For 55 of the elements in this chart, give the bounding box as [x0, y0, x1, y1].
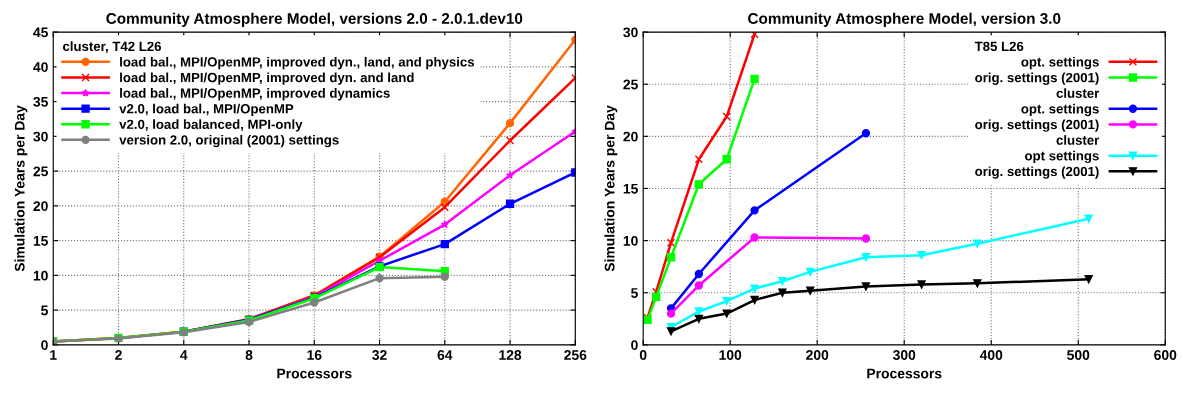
- chart-title: Community Atmosphere Model, versions 2.0 - 2.0.1.dev10: [106, 12, 523, 27]
- y-tick-label: 25: [33, 166, 48, 177]
- x-tick-label: 16: [307, 350, 322, 360]
- legend-label: orig. settings (2001): [975, 166, 1099, 179]
- x-tick-label: 128: [499, 350, 522, 360]
- legend-label: load bal., MPI/OpenMP, improved dyn., land, and physics: [120, 56, 475, 70]
- y-tick-label: 0: [41, 340, 48, 351]
- legend-label: orig. settings (2001): [975, 119, 1099, 132]
- x-tick-label: 2: [115, 350, 122, 360]
- x-tick-label: 500: [1067, 350, 1090, 360]
- y-tick-label: 10: [33, 270, 48, 281]
- legend-label: version 2.0, original (2001) settings: [119, 134, 339, 148]
- y-tick-label: 30: [33, 131, 48, 142]
- y-tick-label: 15: [33, 236, 48, 246]
- legend-title: cluster, T42 L26: [62, 41, 162, 53]
- legend-title: T85 L26: [974, 41, 1024, 52]
- y-axis-title: Simulation Years per Day: [14, 105, 28, 272]
- y-tick-label: 20: [33, 201, 48, 212]
- x-tick-label: 100: [719, 350, 742, 360]
- legend-label: opt. settings: [1021, 103, 1099, 117]
- x-tick-label: 200: [806, 350, 829, 360]
- x-tick-label: 4: [180, 350, 188, 360]
- y-tick-label: 25: [623, 79, 638, 90]
- x-tick-label: 8: [245, 350, 253, 360]
- y-tick-label: 20: [623, 131, 638, 142]
- y-tick-label: 40: [33, 62, 48, 72]
- x-tick-label: 64: [437, 350, 453, 360]
- y-tick-label: 5: [41, 305, 48, 316]
- chart-title: Community Atmosphere Model, version 3.0: [748, 12, 1061, 27]
- text: cluster: [1056, 88, 1100, 98]
- legend-label: load bal., MPI/OpenMP, improved dynamics: [120, 88, 390, 101]
- legend-label: v2.0, load balanced, MPI-only: [119, 119, 303, 132]
- x-axis-title: Processors: [867, 368, 942, 379]
- legend-label: opt settings: [1025, 150, 1099, 164]
- legend-label: load bal., MPI/OpenMP, improved dyn. and land: [120, 72, 414, 85]
- legend-label: v2.0, load bal., MPI/OpenMP: [119, 103, 294, 117]
- x-tick-label: 0: [639, 350, 647, 360]
- y-tick-label: 45: [33, 27, 48, 38]
- x-axis-title: Processors: [277, 368, 352, 379]
- y-tick-label: 0: [631, 340, 638, 351]
- y-tick-label: 5: [631, 288, 638, 298]
- x-tick-label: 300: [892, 350, 916, 360]
- y-tick-label: 30: [623, 27, 638, 38]
- y-tick-label: 15: [623, 183, 638, 194]
- x-tick-label: 400: [979, 350, 1003, 360]
- legend-label: orig. settings (2001): [975, 72, 1099, 85]
- x-tick-label: 256: [564, 350, 587, 360]
- x-tick-label: 32: [372, 350, 387, 360]
- x-tick-label: 1: [50, 350, 57, 360]
- legend-label: opt. settings: [1021, 56, 1099, 70]
- y-tick-label: 35: [33, 96, 48, 107]
- text: cluster: [1056, 135, 1100, 145]
- x-tick-label: 600: [1154, 350, 1177, 360]
- y-tick-label: 10: [623, 235, 638, 246]
- y-axis-title: Simulation Years per Day: [604, 105, 618, 272]
